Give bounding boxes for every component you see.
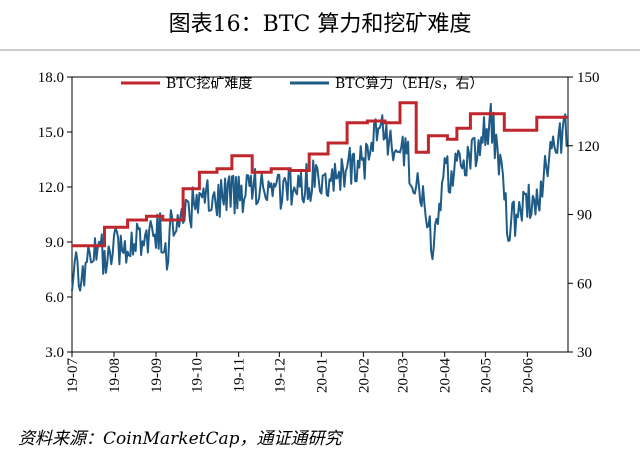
x-axis-tick-label: 20-02 xyxy=(356,358,372,393)
x-axis-tick-label: 20-06 xyxy=(520,358,536,393)
legend-label-difficulty: BTC挖矿难度 xyxy=(166,76,252,92)
left-axis-tick-label: 12.0 xyxy=(38,180,64,196)
chart-title: 图表16：BTC 算力和挖矿难度 xyxy=(169,12,472,37)
x-axis-tick-label: 20-01 xyxy=(314,358,330,393)
plot-area: 3.0 6.0 9.0 12.0 15.0 18.0 30 60 90 120 150 19-07 19… xyxy=(38,70,600,393)
x-axis-tick-label: 19-12 xyxy=(272,358,288,393)
left-axis-tick-label: 3.0 xyxy=(45,345,64,361)
x-axis-tick-label: 20-03 xyxy=(396,358,412,393)
x-axis-tick-label: 19-09 xyxy=(149,358,165,393)
x-axis-tick-label: 20-05 xyxy=(478,358,494,393)
left-axis-tick-label: 9.0 xyxy=(45,235,64,251)
x-axis-tick-label: 19-10 xyxy=(190,358,206,393)
series-line-hashrate xyxy=(71,102,568,292)
left-axis-tick-label: 6.0 xyxy=(45,290,64,306)
legend-label-hashrate: BTC算力（EH/s，右） xyxy=(335,76,484,92)
right-axis-tick-label: 150 xyxy=(577,70,600,86)
x-axis-tick-label: 19-08 xyxy=(107,358,123,393)
left-axis-tick-label: 15.0 xyxy=(38,125,64,141)
right-axis-tick-label: 30 xyxy=(577,345,592,361)
right-axis-tick-label: 60 xyxy=(577,276,592,292)
left-axis-tick-label: 18.0 xyxy=(38,70,64,86)
series-step-difficulty xyxy=(72,101,568,248)
x-axis-tick-label: 20-04 xyxy=(438,358,454,393)
legend: BTC挖矿难度 BTC算力（EH/s，右） xyxy=(121,76,484,92)
right-axis-tick-label: 90 xyxy=(577,208,592,224)
x-axis-tick-label: 19-11 xyxy=(232,358,248,392)
right-axis-tick-label: 120 xyxy=(577,139,600,155)
chart-source: 资料来源：CoinMarketCap，通证通研究 xyxy=(18,429,344,449)
x-axis-tick-label: 19-07 xyxy=(65,358,81,393)
